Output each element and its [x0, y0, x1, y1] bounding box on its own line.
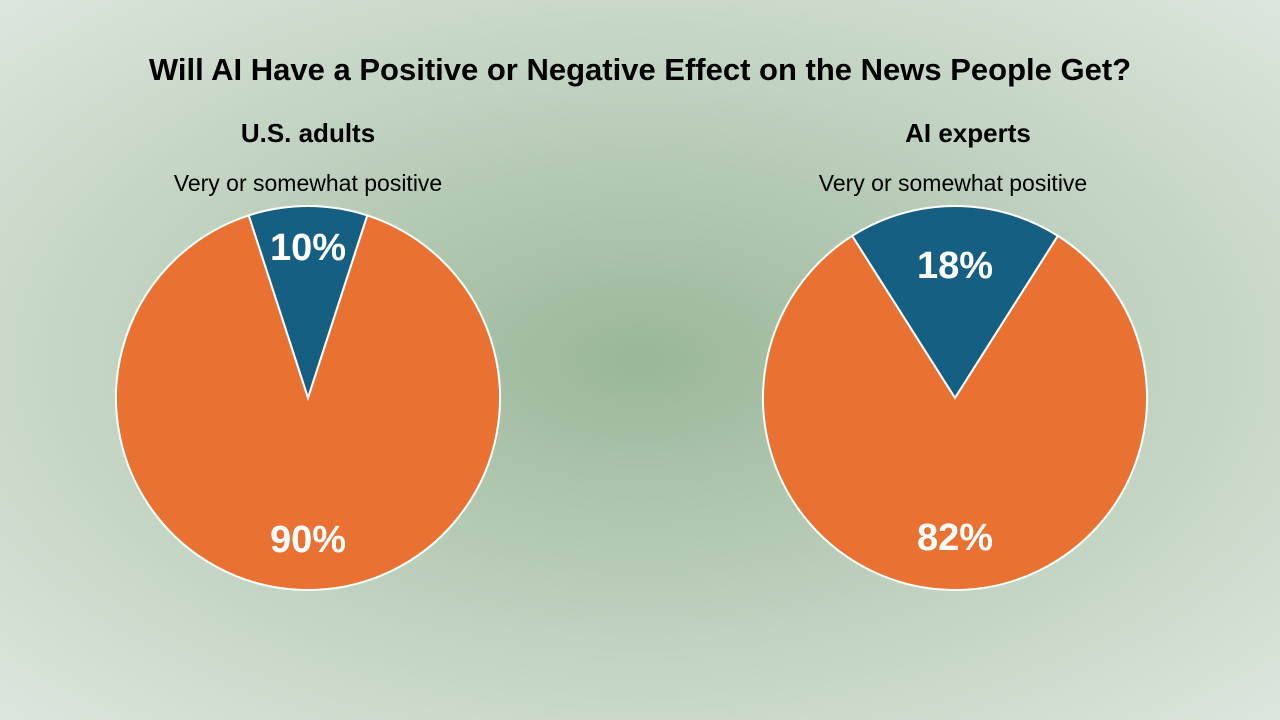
data-label-ai-experts-1: 82%: [917, 517, 993, 559]
pie-us-adults: 10% 90%: [115, 205, 501, 591]
pie-ai-experts: 18% 82%: [762, 205, 1148, 591]
slice-label-positive-us-adults: Very or somewhat positive: [173, 170, 443, 196]
data-label-us-adults-1: 90%: [270, 519, 346, 561]
subtitle-ai-experts: AI experts: [905, 118, 1031, 148]
data-label-us-adults-0: 10%: [270, 227, 346, 269]
pie-slice-ai-experts-0: [850, 205, 1060, 400]
data-label-ai-experts-0: 18%: [917, 245, 993, 287]
slice-label-positive-ai-experts: Very or somewhat positive: [818, 170, 1088, 196]
pie-slice-us-adults-0: [247, 205, 369, 402]
subtitle-us-adults: U.S. adults: [240, 118, 376, 148]
chart-title: Will AI Have a Positive or Negative Effe…: [148, 52, 1132, 87]
pie-slice-ai-experts-1: [762, 234, 1148, 591]
pie-slice-us-adults-1: [115, 214, 501, 591]
